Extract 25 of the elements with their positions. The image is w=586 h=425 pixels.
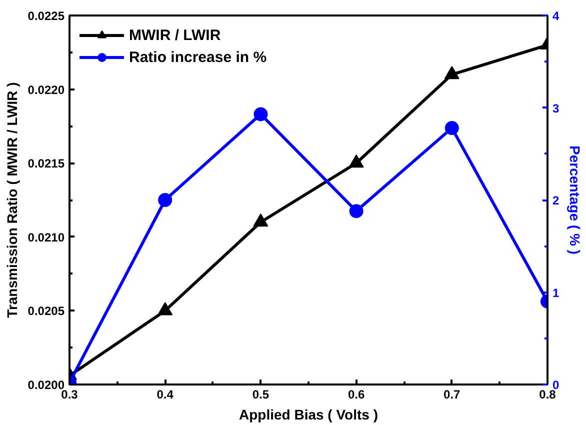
y-tick-label: 0.0205 — [28, 304, 65, 318]
x-tick-label: 0.3 — [61, 388, 78, 402]
y-tick-label: 0.0210 — [28, 230, 65, 244]
y2-tick-label: 2 — [552, 194, 560, 208]
x-tick-label: 0.6 — [348, 388, 365, 402]
x-tick-label: 0.5 — [252, 388, 270, 402]
legend-label: MWIR / LWIR — [129, 26, 221, 44]
y2-tick-label: 4 — [552, 9, 560, 23]
y2-axis-title: Percentage ( % ) — [567, 146, 584, 254]
point — [158, 193, 172, 207]
y-tick-label: 0.0215 — [28, 156, 65, 171]
y2-tick-label: 1 — [552, 286, 560, 300]
point — [253, 214, 268, 227]
point — [254, 107, 268, 122]
point — [348, 154, 364, 168]
x-axis-title: Applied Bias ( Volts ) — [239, 406, 378, 422]
x-tick-label: 0.4 — [156, 388, 174, 402]
y-tick-label: 0.0225 — [28, 9, 65, 23]
point — [349, 204, 364, 218]
y2-tick-label: 3 — [552, 101, 560, 116]
y-axis-title: Transmission Ratio ( MWIR / LWIR ) — [4, 82, 20, 318]
y-tick-label: 0.0220 — [28, 82, 65, 97]
legend-label: Ratio increase in % — [129, 48, 267, 66]
x-tick-label: 0.7 — [444, 388, 461, 402]
point — [444, 121, 459, 136]
